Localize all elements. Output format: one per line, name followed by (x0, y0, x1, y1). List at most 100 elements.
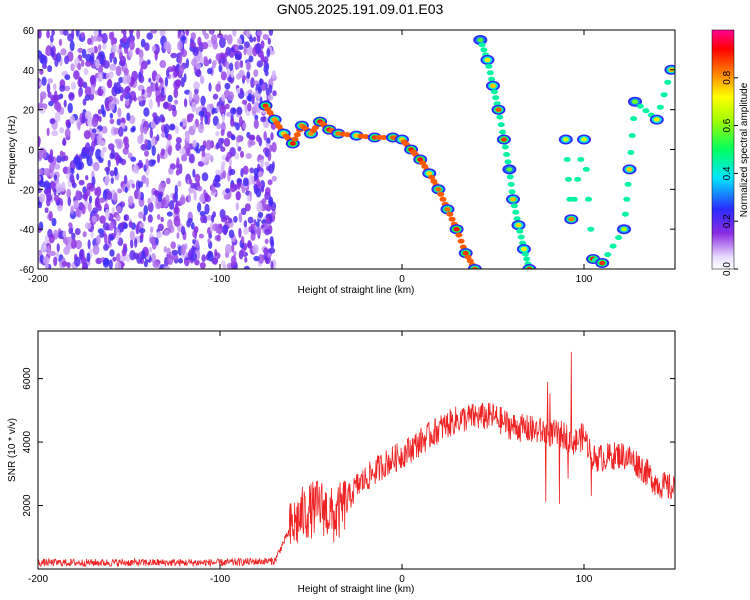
noise-cell (77, 62, 82, 71)
noise-cell (40, 95, 44, 104)
noise-cell (95, 257, 103, 265)
noise-cell (234, 54, 242, 61)
track-segment (485, 63, 493, 69)
noise-cell (199, 210, 206, 217)
noise-cell (73, 200, 80, 209)
noise-cell (222, 262, 227, 269)
noise-cell (203, 56, 208, 62)
noise-cell (42, 149, 48, 159)
noise-cell (225, 61, 230, 70)
noise-cell (216, 223, 223, 235)
noise-cell (81, 204, 86, 215)
noise-cell (181, 49, 188, 58)
noise-cell (197, 36, 202, 46)
snr-x-ticks: -200 -100 0 100 (28, 331, 593, 585)
noise-cell (240, 207, 247, 216)
track-point (632, 99, 638, 104)
noise-cell (178, 257, 183, 264)
noise-cell (173, 70, 178, 78)
noise-cell (200, 214, 206, 224)
noise-cell (70, 205, 74, 215)
noise-cell (223, 137, 231, 147)
noise-cell (139, 222, 145, 229)
noise-cell (240, 168, 244, 178)
noise-cell (101, 42, 107, 50)
noise-cell (128, 49, 133, 58)
noise-cell (123, 222, 128, 230)
noise-cell (171, 254, 179, 261)
noise-cell (64, 74, 71, 81)
track-segment (464, 254, 472, 260)
noise-cell (167, 145, 172, 156)
noise-cell (75, 189, 80, 201)
noise-cell (157, 192, 163, 203)
noise-cell (40, 243, 48, 253)
noise-cell (50, 46, 54, 58)
noise-cell (116, 253, 121, 262)
noise-cell (192, 47, 199, 56)
noise-cell (84, 222, 92, 230)
noise-cell (65, 119, 70, 127)
noise-cell (174, 99, 179, 105)
noise-cell (205, 139, 212, 151)
noise-cell (252, 244, 259, 254)
track-segment (480, 47, 488, 53)
noise-cell (115, 155, 120, 166)
noise-cell (215, 83, 222, 93)
noise-cell (260, 40, 265, 49)
noise-cell (38, 136, 41, 147)
noise-cell (99, 215, 106, 224)
noise-cell (91, 117, 99, 128)
track-segment (523, 256, 531, 262)
noise-cell (152, 112, 158, 119)
noise-cell (216, 234, 221, 242)
noise-cell (127, 195, 134, 206)
track-point (581, 137, 587, 142)
noise-cell (243, 220, 248, 228)
noise-cell (59, 127, 65, 134)
noise-cell (75, 30, 80, 37)
noise-cell (123, 214, 128, 221)
noise-cell (54, 111, 61, 123)
noise-cell (268, 196, 274, 207)
noise-cell (190, 251, 197, 262)
noise-cell (123, 174, 128, 184)
noise-cell (225, 243, 232, 254)
noise-cell (128, 221, 133, 228)
noise-cell (238, 249, 244, 260)
noise-cell (239, 60, 244, 68)
noise-cell (121, 248, 127, 257)
noise-cell (87, 201, 92, 213)
noise-cell (233, 215, 238, 223)
noise-cell (258, 254, 265, 264)
noise-cell (113, 56, 117, 65)
noise-cell (83, 130, 91, 140)
noise-cell (192, 239, 196, 245)
noise-cell (228, 229, 235, 239)
noise-cell (168, 200, 175, 210)
noise-cell (180, 244, 186, 256)
y-tick-label: -20 (20, 185, 35, 196)
noise-cell (120, 254, 127, 262)
track-segment (664, 79, 672, 85)
track-point (510, 197, 516, 202)
noise-cell (97, 228, 104, 234)
noise-cell (179, 196, 186, 205)
noise-cell (68, 227, 74, 235)
noise-cell (209, 103, 214, 109)
track-point (453, 227, 460, 232)
noise-cell (95, 235, 101, 245)
noise-cell (266, 48, 271, 58)
noise-cell (236, 37, 243, 45)
noise-cell (38, 150, 44, 160)
noise-cell (82, 98, 87, 106)
track-segment (506, 174, 514, 180)
noise-cell (39, 181, 47, 188)
noise-cell (109, 118, 115, 125)
noise-cell (77, 77, 84, 88)
noise-cell (46, 197, 51, 207)
noise-cell (68, 222, 73, 229)
noise-cell (98, 30, 102, 35)
noise-cell (204, 203, 210, 215)
